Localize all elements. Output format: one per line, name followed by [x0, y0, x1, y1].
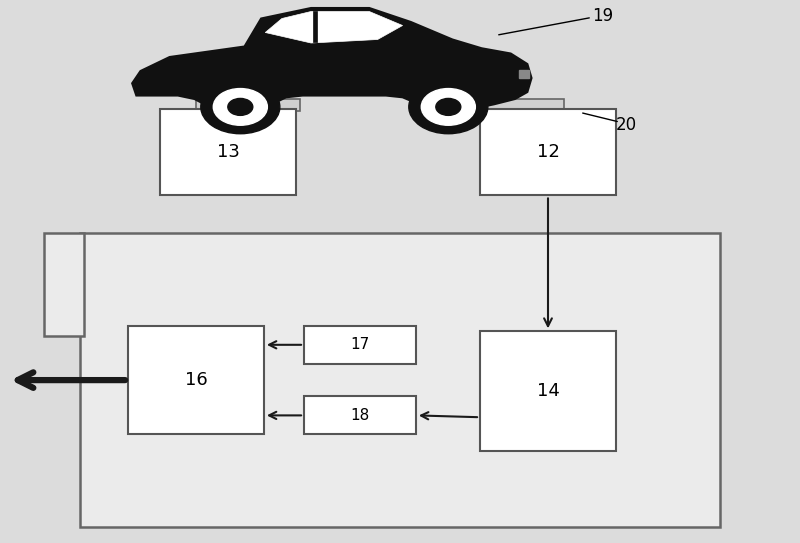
- Text: 18: 18: [350, 408, 370, 423]
- Text: 13: 13: [217, 143, 239, 161]
- Bar: [80, 233, 720, 527]
- Circle shape: [409, 80, 488, 134]
- Bar: [480, 109, 616, 195]
- Text: 20: 20: [616, 116, 637, 134]
- Bar: [304, 326, 416, 364]
- Bar: [196, 99, 300, 111]
- Circle shape: [228, 98, 253, 115]
- Bar: [160, 109, 296, 195]
- Text: 14: 14: [537, 382, 559, 400]
- Bar: [519, 70, 530, 78]
- Bar: [460, 99, 564, 111]
- Bar: [304, 396, 416, 434]
- Circle shape: [201, 80, 280, 134]
- Bar: [480, 331, 616, 451]
- Circle shape: [214, 89, 267, 125]
- Text: 17: 17: [350, 337, 370, 352]
- Bar: [44, 233, 84, 336]
- Polygon shape: [170, 57, 261, 78]
- Circle shape: [436, 98, 461, 115]
- Text: 12: 12: [537, 143, 559, 161]
- Text: 19: 19: [592, 7, 613, 26]
- Text: 16: 16: [185, 371, 207, 389]
- Polygon shape: [313, 11, 318, 42]
- Polygon shape: [266, 11, 402, 43]
- Bar: [128, 326, 264, 434]
- Polygon shape: [132, 8, 531, 111]
- Circle shape: [422, 89, 475, 125]
